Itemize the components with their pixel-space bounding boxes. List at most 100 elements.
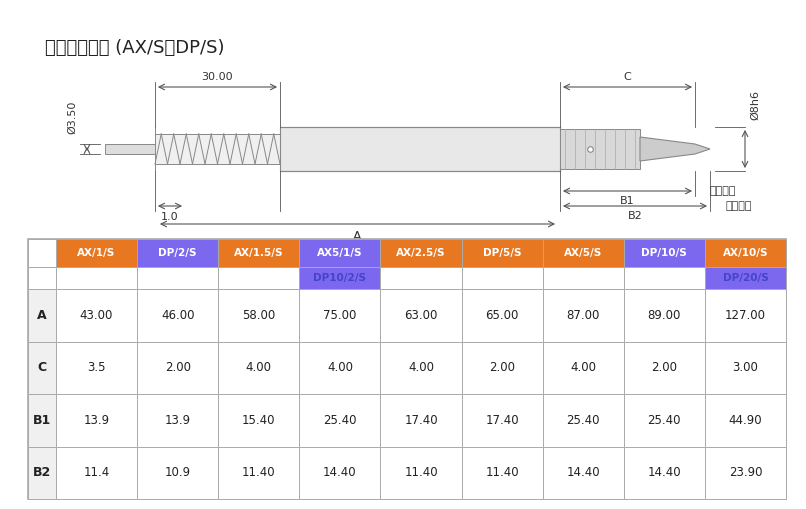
Bar	[105, 144, 155, 154]
Bar	[542, 342, 624, 394]
Text: 完全伸展: 完全伸展	[710, 186, 737, 196]
Bar	[462, 342, 542, 394]
Text: 4.00: 4.00	[246, 361, 272, 374]
Text: AX/10/S: AX/10/S	[723, 248, 768, 258]
Bar	[542, 394, 624, 446]
Text: 43.00: 43.00	[80, 309, 114, 322]
Text: 87.00: 87.00	[567, 309, 600, 322]
Text: A: A	[353, 230, 362, 243]
Text: 25.40: 25.40	[323, 414, 356, 427]
Text: 11.40: 11.40	[404, 466, 438, 479]
Bar	[705, 239, 786, 267]
Text: A: A	[37, 309, 47, 322]
Bar	[28, 446, 56, 499]
Bar	[56, 446, 137, 499]
Bar	[299, 342, 380, 394]
Text: 25.40: 25.40	[567, 414, 600, 427]
Text: 30.00: 30.00	[202, 72, 233, 82]
Bar	[28, 289, 56, 342]
Bar	[542, 446, 624, 499]
Text: DP/2/S: DP/2/S	[159, 248, 197, 258]
Text: 17.40: 17.40	[404, 414, 438, 427]
Bar	[218, 342, 299, 394]
Bar	[624, 267, 705, 289]
Bar	[56, 239, 137, 267]
Bar	[137, 446, 218, 499]
Text: 2.00: 2.00	[651, 361, 677, 374]
Bar	[705, 267, 786, 289]
Text: 13.9: 13.9	[84, 414, 110, 427]
Text: 2.00: 2.00	[164, 361, 191, 374]
Text: 63.00: 63.00	[405, 309, 438, 322]
Text: AX/5/S: AX/5/S	[564, 248, 602, 258]
Bar	[56, 289, 137, 342]
Bar	[137, 394, 218, 446]
Text: 65.00: 65.00	[485, 309, 519, 322]
Bar	[56, 342, 137, 394]
Bar	[299, 289, 380, 342]
Text: 127.00: 127.00	[725, 309, 766, 322]
Bar	[299, 446, 380, 499]
Bar	[280, 127, 560, 171]
Bar	[624, 239, 705, 267]
Text: AX5/1/S: AX5/1/S	[317, 248, 363, 258]
Bar	[705, 289, 786, 342]
Text: 23.90: 23.90	[729, 466, 762, 479]
Text: 11.40: 11.40	[242, 466, 276, 479]
Bar	[218, 394, 299, 446]
Text: 75.00: 75.00	[323, 309, 356, 322]
Text: 4.00: 4.00	[408, 361, 434, 374]
Bar	[218, 239, 299, 267]
Bar	[137, 342, 218, 394]
Text: DP/10/S: DP/10/S	[642, 248, 688, 258]
Bar	[624, 342, 705, 394]
Text: 4.00: 4.00	[570, 361, 596, 374]
Text: 44.90: 44.90	[729, 414, 762, 427]
Text: B1: B1	[33, 414, 51, 427]
Bar	[299, 267, 380, 289]
Bar	[28, 394, 56, 446]
Text: 11.4: 11.4	[84, 466, 110, 479]
Bar	[542, 239, 624, 267]
Bar	[56, 267, 137, 289]
Bar	[705, 446, 786, 499]
Text: 14.40: 14.40	[647, 466, 681, 479]
Bar	[299, 394, 380, 446]
Bar	[218, 446, 299, 499]
Bar	[299, 239, 380, 267]
Text: 完全收回: 完全收回	[725, 201, 751, 211]
Bar	[380, 239, 462, 267]
Text: 17.40: 17.40	[485, 414, 519, 427]
Bar	[462, 239, 542, 267]
Bar	[624, 394, 705, 446]
Bar	[705, 342, 786, 394]
Bar	[462, 267, 542, 289]
Bar	[380, 267, 462, 289]
Bar	[624, 289, 705, 342]
Text: 标准弹簧推动 (AX/S和DP/S): 标准弹簧推动 (AX/S和DP/S)	[45, 39, 225, 57]
Text: 14.40: 14.40	[323, 466, 357, 479]
Text: 4.00: 4.00	[327, 361, 353, 374]
Text: 58.00: 58.00	[242, 309, 276, 322]
Bar	[28, 267, 56, 289]
Text: 89.00: 89.00	[648, 309, 681, 322]
Bar	[560, 129, 640, 169]
Bar	[137, 239, 218, 267]
Bar	[542, 267, 624, 289]
Bar	[624, 446, 705, 499]
Text: 2.00: 2.00	[489, 361, 515, 374]
Text: AX/1.5/S: AX/1.5/S	[234, 248, 284, 258]
Bar	[380, 446, 462, 499]
Bar	[218, 289, 299, 342]
Text: B2: B2	[33, 466, 51, 479]
Text: 1.0: 1.0	[161, 212, 179, 222]
Bar	[28, 239, 56, 267]
Bar	[28, 342, 56, 394]
Text: C: C	[37, 361, 47, 374]
Text: DP/20/S: DP/20/S	[722, 273, 768, 283]
Polygon shape	[640, 137, 710, 161]
Bar	[542, 289, 624, 342]
Text: AX/2.5/S: AX/2.5/S	[397, 248, 446, 258]
Bar	[462, 289, 542, 342]
Text: AX/1/S: AX/1/S	[77, 248, 116, 258]
